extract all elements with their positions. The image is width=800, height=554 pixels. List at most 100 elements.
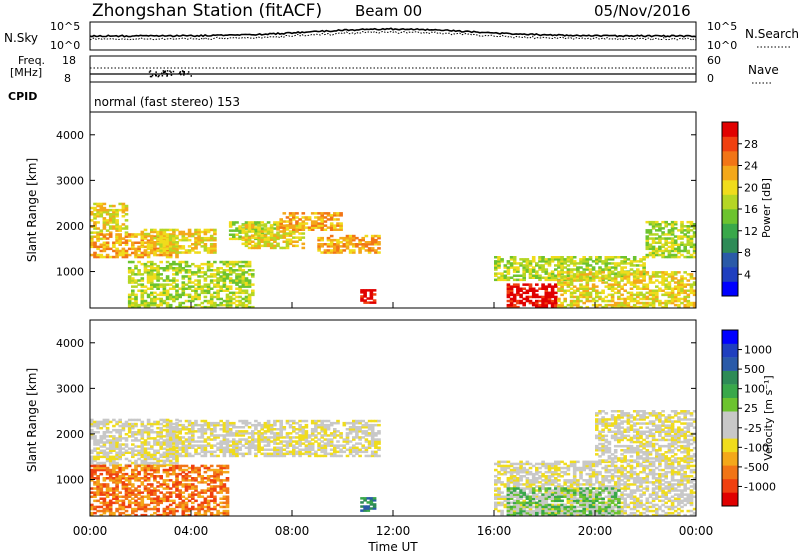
heatmap-cell	[273, 244, 277, 248]
heatmap-cell	[295, 421, 299, 425]
heatmap-cell	[172, 446, 176, 449]
heatmap-cell	[673, 223, 678, 226]
heatmap-cell	[137, 453, 141, 457]
heatmap-cell	[263, 244, 268, 248]
heatmap-cell	[345, 428, 350, 431]
heatmap-cell	[178, 301, 182, 305]
heatmap-cell	[500, 497, 504, 500]
heatmap-cell	[276, 228, 280, 231]
heatmap-cell	[162, 481, 167, 484]
heatmap-cell	[150, 247, 154, 251]
heatmap-cell	[358, 430, 362, 433]
heatmap-cell	[178, 238, 182, 242]
heatmap-cell	[209, 434, 214, 437]
heatmap-cell	[187, 287, 192, 290]
heatmap-cell	[560, 289, 564, 292]
heatmap-cell	[304, 446, 309, 449]
heatmap-cell	[658, 281, 662, 284]
heatmap-cell	[244, 279, 249, 282]
heatmap-cell	[187, 493, 192, 496]
heatmap-cell	[209, 273, 214, 276]
heatmap-cell	[512, 297, 517, 301]
heatmap-cell	[531, 295, 536, 299]
heatmap-cell	[102, 437, 107, 440]
heatmap-cell	[216, 475, 220, 478]
heatmap-cell	[604, 303, 609, 307]
heatmap-cell	[140, 505, 145, 509]
heatmap-cell	[538, 303, 542, 307]
heatmap-cell	[165, 238, 170, 242]
heatmap-cell	[519, 505, 523, 509]
heatmap-cell	[323, 249, 328, 252]
heatmap-cell	[279, 432, 283, 435]
heatmap-cell	[225, 503, 230, 507]
heatmap-cell	[131, 493, 135, 496]
heatmap-cell	[664, 283, 668, 286]
heatmap-cell	[241, 289, 246, 292]
heatmap-cell	[219, 505, 223, 509]
heatmap-cell	[655, 285, 659, 288]
heatmap-cell	[369, 291, 374, 294]
heatmap-cell	[667, 295, 672, 299]
heatmap-cell	[156, 466, 160, 470]
heatmap-cell	[369, 295, 374, 298]
heatmap-cell	[168, 253, 173, 257]
heatmap-cell	[339, 249, 343, 252]
heatmap-cell	[209, 234, 214, 238]
heatmap-cell	[121, 204, 126, 208]
heatmap-cell	[598, 276, 602, 279]
heatmap-cell	[557, 287, 561, 290]
heatmap-cell	[352, 238, 356, 242]
heatmap-cell	[112, 477, 116, 480]
heatmap-cell	[257, 244, 261, 248]
heatmap-cell	[273, 238, 277, 241]
heatmap-cell	[96, 213, 100, 216]
heatmap-cell	[689, 239, 694, 242]
heatmap-cell	[364, 434, 369, 437]
heatmap-cell	[677, 287, 681, 290]
heatmap-cell	[175, 446, 179, 449]
heatmap-cell	[118, 428, 122, 432]
heatmap-cell	[500, 258, 504, 261]
heatmap-cell	[579, 273, 583, 276]
heatmap-cell	[298, 444, 302, 447]
heatmap-cell	[235, 295, 239, 299]
heatmap-cell	[617, 281, 621, 284]
heatmap-cell	[370, 436, 375, 439]
heatmap-cell	[377, 243, 381, 246]
heatmap-cell	[222, 423, 227, 427]
heatmap-cell	[563, 297, 567, 301]
heatmap-cell	[168, 466, 173, 470]
heatmap-cell	[150, 491, 154, 494]
heatmap-cell	[601, 268, 605, 271]
heatmap-cell	[512, 468, 517, 472]
heatmap-cell	[150, 497, 154, 500]
heatmap-cell	[153, 457, 157, 461]
heatmap-cell	[200, 444, 205, 447]
heatmap-cell	[317, 243, 321, 246]
heatmap-cell	[626, 301, 631, 305]
heatmap-cell	[367, 454, 372, 458]
heatmap-cell	[569, 303, 574, 307]
heatmap-cell	[156, 305, 160, 309]
heatmap-cell	[187, 293, 192, 297]
heatmap-cell	[108, 451, 113, 454]
heatmap-cell	[557, 297, 561, 301]
heatmap-cell	[181, 479, 186, 482]
heatmap-cell	[276, 438, 280, 441]
heatmap-cell	[222, 511, 227, 515]
heatmap-cell	[642, 301, 646, 305]
heatmap-cell	[370, 452, 375, 456]
heatmap-cell	[251, 283, 255, 286]
heatmap-cell	[538, 299, 542, 303]
heatmap-cell	[326, 452, 331, 456]
heatmap-cell	[560, 260, 564, 263]
heatmap-cell	[143, 451, 148, 454]
heatmap-cell	[251, 236, 255, 239]
heatmap-cell	[519, 466, 523, 470]
heatmap-cell	[661, 237, 665, 240]
heatmap-cell	[222, 483, 227, 486]
heatmap-cell	[143, 441, 148, 444]
heatmap-cell	[317, 426, 321, 429]
